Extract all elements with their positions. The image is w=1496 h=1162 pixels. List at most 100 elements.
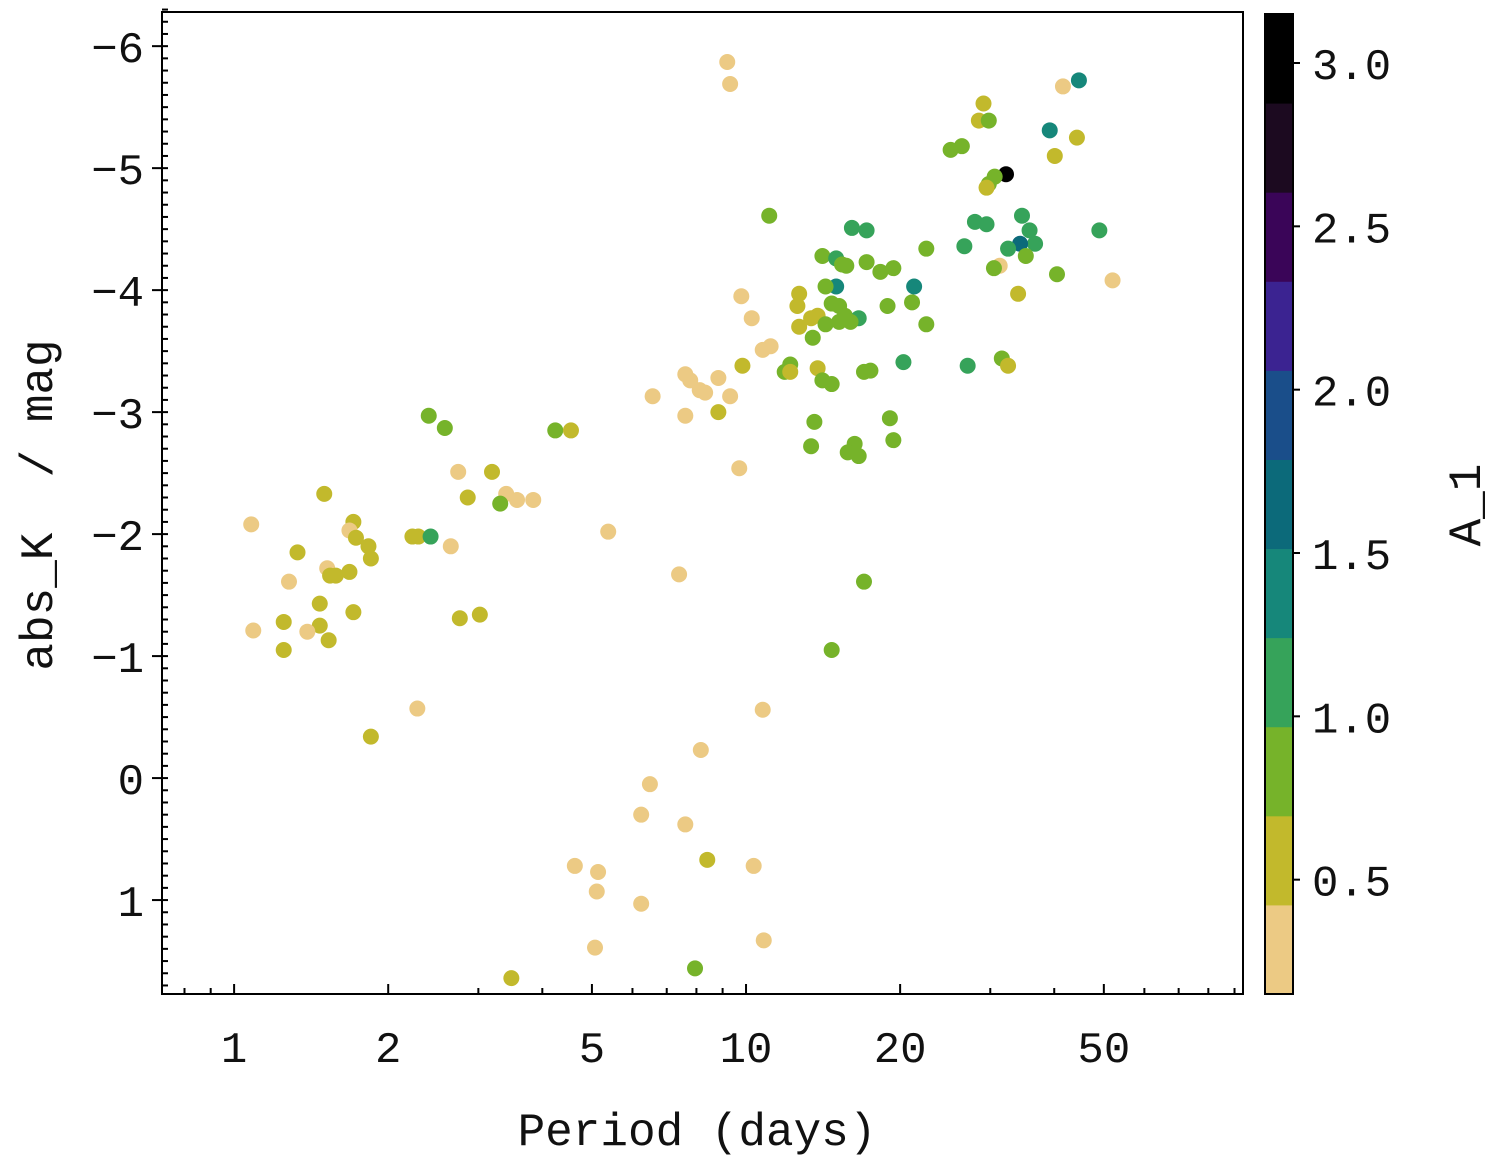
x-tick-label: 10 xyxy=(720,1026,773,1076)
x-axis-label: Period (days) xyxy=(518,1107,877,1159)
data-point xyxy=(289,544,306,561)
data-point xyxy=(671,566,688,583)
data-point xyxy=(699,851,716,868)
data-point xyxy=(803,310,820,327)
data-point xyxy=(755,932,772,949)
data-point xyxy=(1027,235,1044,252)
data-point xyxy=(442,538,459,555)
y-axis: −6 −5 −4 −3 −2 −1 0 1 xyxy=(91,8,168,987)
data-point xyxy=(803,438,820,455)
colorbar-tick-label: 0.5 xyxy=(1312,860,1391,910)
data-point xyxy=(509,491,526,508)
data-point xyxy=(422,528,439,545)
data-point xyxy=(677,407,694,424)
data-point xyxy=(311,595,328,612)
data-point xyxy=(872,263,889,280)
data-point xyxy=(918,240,935,257)
data-point xyxy=(806,413,823,430)
data-point xyxy=(1041,122,1058,139)
y-axis-label: abs_K / mag xyxy=(14,339,66,670)
data-point xyxy=(959,357,976,374)
data-point xyxy=(677,816,694,833)
data-point xyxy=(745,857,762,874)
colorbar-band xyxy=(1265,14,1293,104)
data-point xyxy=(547,422,564,439)
y-tick-label: 0 xyxy=(118,758,144,808)
plot-frame xyxy=(161,11,1244,995)
data-point xyxy=(311,617,328,634)
colorbar-tick-label: 1.0 xyxy=(1312,696,1391,746)
x-tick-label: 2 xyxy=(375,1026,401,1076)
data-point xyxy=(733,288,750,305)
y-tick-label: −1 xyxy=(91,636,144,686)
data-point xyxy=(1054,78,1071,95)
data-point xyxy=(1000,240,1017,257)
data-point xyxy=(484,463,501,480)
data-point xyxy=(600,523,617,540)
data-point xyxy=(1070,72,1087,89)
data-point xyxy=(588,883,605,900)
data-point xyxy=(275,641,292,658)
data-point xyxy=(879,297,896,314)
x-tick-label: 50 xyxy=(1077,1026,1130,1076)
data-point xyxy=(644,388,661,405)
data-point xyxy=(855,573,872,590)
data-point xyxy=(743,310,760,327)
colorbar-frame xyxy=(1264,13,1294,995)
data-point xyxy=(641,776,658,793)
colorbar-band xyxy=(1265,459,1293,550)
data-point xyxy=(1091,222,1108,239)
data-point xyxy=(687,960,704,977)
data-point xyxy=(953,138,970,155)
data-point xyxy=(697,384,714,401)
data-point xyxy=(316,485,333,502)
data-point xyxy=(1048,266,1065,283)
data-point xyxy=(347,529,364,546)
data-point xyxy=(978,216,995,233)
data-point xyxy=(503,970,520,987)
data-point xyxy=(791,285,808,302)
colorbar-band xyxy=(1265,726,1293,817)
y-tick-label: −5 xyxy=(91,148,144,198)
x-tick-label: 20 xyxy=(874,1026,927,1076)
colorbar-band xyxy=(1265,904,1293,995)
data-point xyxy=(1068,129,1085,146)
data-point xyxy=(731,460,748,477)
colorbar-band xyxy=(1265,637,1293,728)
data-point xyxy=(243,516,260,533)
data-point xyxy=(843,219,860,236)
data-point xyxy=(1013,207,1030,224)
data-point xyxy=(985,260,1002,277)
data-point xyxy=(809,360,826,377)
data-point xyxy=(1017,247,1034,264)
colorbar-band xyxy=(1265,370,1293,460)
data-point xyxy=(1012,235,1029,252)
data-point xyxy=(245,622,262,639)
data-point xyxy=(804,329,821,346)
colorbar: 0.5 1.0 1.5 2.0 2.5 3.0 xyxy=(1264,13,1391,995)
data-point xyxy=(633,806,650,823)
colorbar-tick-label: 3.0 xyxy=(1312,43,1391,93)
data-point xyxy=(409,700,426,717)
colorbar-tick-label: 2.5 xyxy=(1312,206,1391,256)
data-point xyxy=(722,75,739,92)
data-point xyxy=(761,207,778,224)
data-point xyxy=(492,495,509,512)
y-tick-label: 1 xyxy=(118,880,144,930)
data-point xyxy=(838,257,855,274)
data-point xyxy=(1000,357,1017,374)
data-points xyxy=(243,54,1121,987)
colorbar-band xyxy=(1265,192,1293,282)
data-point xyxy=(320,632,337,649)
data-point xyxy=(566,857,583,874)
data-point xyxy=(275,613,292,630)
data-point xyxy=(360,538,377,555)
data-point xyxy=(436,419,453,436)
data-point xyxy=(1010,285,1027,302)
data-point xyxy=(362,550,379,567)
data-point xyxy=(719,54,736,71)
data-point xyxy=(345,604,362,621)
data-point xyxy=(904,294,921,311)
data-point xyxy=(410,528,427,545)
